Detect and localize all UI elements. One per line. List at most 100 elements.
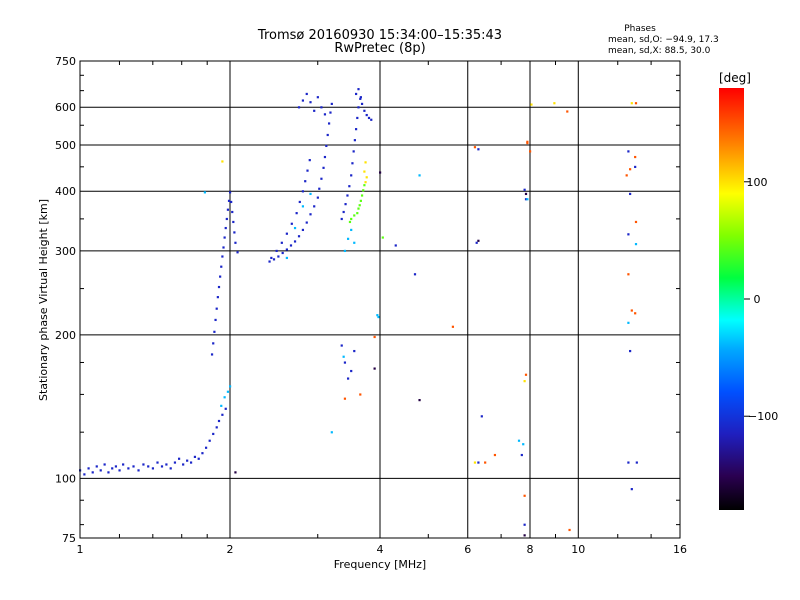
data-point <box>484 461 487 464</box>
x-tick-label: 1 <box>77 543 84 556</box>
data-point <box>629 192 632 196</box>
y-tick-label: 75 <box>62 532 76 545</box>
data-point <box>373 335 376 339</box>
data-point <box>526 198 529 201</box>
data-point <box>216 296 219 299</box>
data-point <box>285 248 288 251</box>
data-point <box>363 170 366 173</box>
data-point <box>268 260 271 263</box>
data-point <box>566 110 569 113</box>
data-point <box>346 194 349 197</box>
y-tick-label: 100 <box>55 472 76 485</box>
data-point <box>272 258 276 261</box>
data-point <box>309 213 312 216</box>
data-point <box>342 355 345 358</box>
data-point <box>147 465 150 468</box>
data-point <box>359 199 362 202</box>
chart-subtitle: RwPretec (8p) <box>334 41 425 56</box>
x-tick-label: 16 <box>673 543 687 556</box>
data-point <box>227 199 231 202</box>
data-point <box>530 103 533 106</box>
data-point <box>354 128 358 131</box>
data-point <box>229 385 232 388</box>
data-point <box>350 228 353 232</box>
data-point <box>634 165 637 169</box>
data-point <box>330 431 333 434</box>
data-point <box>232 220 235 224</box>
data-point <box>285 232 288 235</box>
data-point <box>103 463 106 466</box>
data-point <box>360 102 364 106</box>
data-point <box>290 222 293 225</box>
data-point <box>293 240 297 243</box>
data-point <box>625 174 628 177</box>
data-point <box>524 192 528 196</box>
data-point <box>221 160 224 163</box>
plot-frame <box>79 60 681 539</box>
data-point <box>343 397 347 400</box>
data-point <box>323 155 327 159</box>
data-point <box>114 465 118 468</box>
data-point <box>376 314 379 317</box>
data-point <box>295 212 298 215</box>
data-point <box>327 122 331 125</box>
data-point <box>214 318 217 322</box>
data-point <box>132 465 135 468</box>
x-tick-label: 10 <box>571 543 585 556</box>
colorbar-tick-label: 100 <box>747 176 768 189</box>
data-point <box>212 432 215 436</box>
data-point <box>517 439 521 442</box>
data-point <box>281 251 284 255</box>
data-point <box>301 228 305 232</box>
data-point <box>342 210 345 214</box>
x-tick-label: 2 <box>227 543 234 556</box>
data-point <box>357 106 360 109</box>
data-point <box>226 390 230 393</box>
data-point <box>189 461 193 464</box>
data-point <box>297 235 301 238</box>
data-point <box>524 373 528 376</box>
data-point <box>160 465 164 468</box>
data-point <box>358 204 361 207</box>
data-point <box>363 184 366 187</box>
data-point <box>475 241 478 244</box>
data-point <box>351 162 354 165</box>
data-point <box>634 102 638 105</box>
data-point <box>451 325 455 328</box>
data-point <box>231 210 234 214</box>
data-point <box>473 461 477 464</box>
data-point <box>225 217 228 221</box>
data-point <box>627 233 630 236</box>
data-point <box>523 380 526 383</box>
data-point <box>305 92 308 96</box>
data-point <box>213 330 216 333</box>
data-point <box>233 231 236 234</box>
data-point <box>275 249 278 253</box>
y-axis: 75 100 200 300 400 500 600 750 <box>55 55 680 545</box>
data-point <box>323 113 327 116</box>
data-point <box>553 102 556 105</box>
data-point <box>353 139 356 142</box>
data-point <box>270 256 273 260</box>
data-point <box>316 96 319 99</box>
x-tick-label: 6 <box>464 543 471 556</box>
data-point <box>224 407 227 410</box>
data-point <box>309 101 312 104</box>
data-point <box>212 342 215 345</box>
data-point <box>234 471 237 474</box>
y-tick-label: 500 <box>55 139 76 152</box>
data-point <box>477 461 480 464</box>
data-point <box>305 221 308 224</box>
data-point <box>99 469 102 472</box>
data-point <box>215 426 218 429</box>
data-point <box>95 465 98 468</box>
data-point <box>418 174 421 177</box>
data-point <box>220 265 223 268</box>
data-points <box>79 88 638 537</box>
data-point <box>186 459 189 462</box>
data-point <box>523 494 526 497</box>
data-point <box>364 181 367 184</box>
data-point <box>107 471 110 474</box>
data-point <box>520 453 523 457</box>
